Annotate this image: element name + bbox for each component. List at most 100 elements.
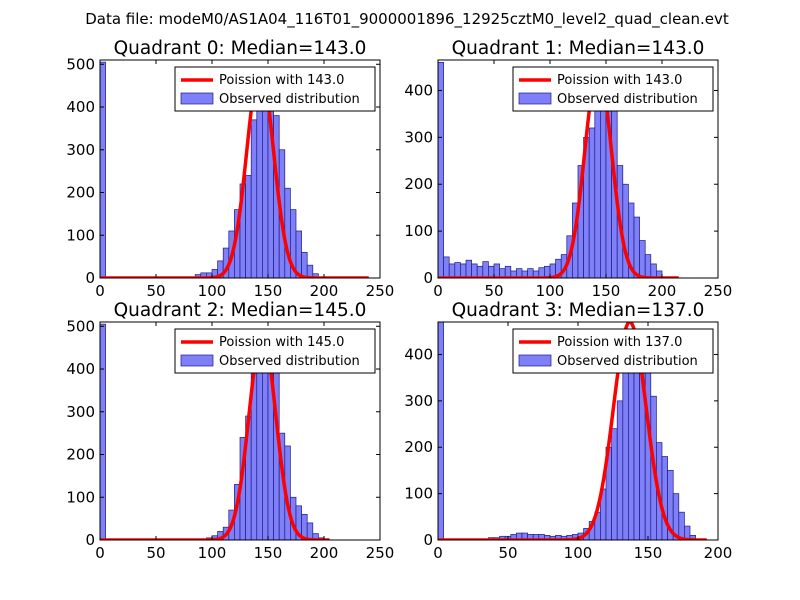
x-tick-label: 50 [498, 544, 517, 562]
x-tick-label: 0 [95, 544, 105, 562]
x-tick-label: 150 [634, 544, 663, 562]
histogram-bar [256, 360, 263, 540]
histogram-bar [438, 61, 444, 278]
histogram-bar [482, 261, 489, 278]
y-tick-label: 200 [404, 175, 433, 193]
x-tick-label: 100 [564, 544, 593, 562]
histogram-bar [301, 252, 308, 278]
histogram-bar [644, 254, 652, 278]
x-tick-label: 150 [592, 282, 621, 300]
y-tick-label: 300 [404, 128, 433, 146]
histogram-bar [639, 240, 646, 278]
legend: Poission with 143.0 Observed distribution [512, 66, 714, 112]
subplot-title: Quadrant 0: Median=143.0 [114, 38, 367, 59]
subplot-quadrant-0: 0 50 100 150 200 250 0 100 200 300 400 500 Quadrant … [66, 38, 394, 300]
legend-label-poisson: Poission with 137.0 [557, 335, 682, 350]
y-tick-label: 300 [66, 141, 95, 159]
legend: Poission with 137.0 Observed distribution [512, 328, 714, 374]
subplot-title: Quadrant 1: Median=143.0 [452, 38, 705, 59]
histogram-bar [448, 263, 456, 278]
histogram-bar [633, 216, 640, 278]
histogram-bar [471, 263, 478, 278]
histogram-bar [443, 256, 450, 278]
legend-label-observed: Observed distribution [557, 354, 698, 369]
x-tick-label: 100 [536, 282, 565, 300]
y-tick-label: 500 [66, 317, 95, 335]
y-tick-label: 100 [404, 222, 433, 240]
histogram-bar [284, 187, 291, 278]
histogram-bar [661, 456, 668, 540]
histogram-bar [306, 264, 314, 278]
x-tick-label: 200 [310, 544, 339, 562]
y-tick-label: 100 [404, 485, 433, 503]
legend: Poission with 145.0 Observed distribution [174, 328, 376, 374]
legend-patch-swatch [518, 354, 552, 367]
x-tick-label: 0 [433, 544, 443, 562]
y-tick-label: 400 [66, 98, 95, 116]
histogram-bar [600, 104, 607, 278]
y-tick-label: 300 [404, 392, 433, 410]
histogram-bar [476, 265, 484, 278]
histogram-bar [245, 175, 252, 278]
poisson-curve [100, 66, 369, 278]
subplot-quadrant-2: 0 50 100 150 200 250 0 100 200 300 400 500 Quadrant … [66, 300, 394, 562]
x-tick-label: 250 [366, 282, 395, 300]
histogram-bar [312, 533, 319, 540]
y-tick-label: 500 [66, 55, 95, 73]
y-tick-label: 400 [66, 360, 95, 378]
y-tick-label: 400 [404, 81, 433, 99]
y-tick-label: 200 [66, 184, 95, 202]
x-tick-label: 0 [95, 282, 105, 300]
x-tick-label: 0 [433, 282, 443, 300]
histogram-bar [465, 259, 472, 278]
legend-patch-swatch [180, 92, 214, 105]
histogram-bar [438, 322, 444, 540]
x-tick-label: 200 [310, 282, 339, 300]
subplot-quadrant-3: 0 50 100 150 200 0 100 200 300 400 Quadrant 3: Med… [404, 300, 732, 562]
y-tick-label: 100 [66, 226, 95, 244]
axes-frame [99, 321, 381, 541]
histogram-bar [100, 323, 106, 540]
axes-frame [99, 59, 381, 279]
histogram-bar [250, 119, 258, 278]
y-tick-label: 0 [423, 531, 433, 549]
legend-label-poisson: Poission with 143.0 [219, 73, 344, 88]
histogram-bar [678, 511, 685, 540]
x-tick-label: 50 [146, 282, 165, 300]
histogram-bar [622, 349, 629, 540]
x-tick-label: 50 [484, 282, 503, 300]
histogram-bar [594, 108, 601, 278]
x-tick-label: 250 [704, 282, 733, 300]
histogram-bar [306, 522, 314, 540]
histogram-bar [650, 263, 657, 278]
y-tick-label: 300 [66, 403, 95, 421]
subplot-title: Quadrant 3: Median=137.0 [452, 300, 705, 321]
axes-frame [437, 59, 719, 279]
y-tick-label: 400 [404, 345, 433, 363]
legend-label-observed: Observed distribution [557, 92, 698, 107]
legend: Poission with 143.0 Observed distribution [174, 66, 376, 112]
histogram-bar [493, 263, 500, 278]
y-tick-label: 100 [66, 488, 95, 506]
histogram-bar [100, 61, 106, 278]
x-tick-label: 50 [146, 544, 165, 562]
histogram-bar [616, 400, 624, 540]
legend-label-observed: Observed distribution [219, 354, 360, 369]
x-tick-label: 150 [254, 544, 283, 562]
subplot-grid: 0 50 100 150 200 2500100200300400500Quadrant … [66, 38, 732, 562]
histogram-bar [611, 428, 618, 540]
y-tick-label: 0 [85, 531, 95, 549]
legend-patch-swatch [518, 92, 552, 105]
y-tick-label: 200 [66, 446, 95, 464]
subplot-quadrant-1: 0 50 100 150 200 250 0 100 200 300 400 Quadrant 1: … [404, 38, 732, 300]
histogram-bar [460, 263, 467, 278]
x-tick-label: 250 [366, 544, 395, 562]
legend-label-poisson: Poission with 145.0 [219, 335, 344, 350]
legend-label-poisson: Poission with 143.0 [557, 73, 682, 88]
figure-suptitle: Data file: modeM0/AS1A04_116T01_90000018… [85, 10, 729, 29]
subplot-title: Quadrant 2: Median=145.0 [114, 300, 367, 321]
y-tick-label: 200 [404, 438, 433, 456]
x-tick-label: 100 [198, 544, 227, 562]
x-tick-label: 200 [648, 282, 677, 300]
